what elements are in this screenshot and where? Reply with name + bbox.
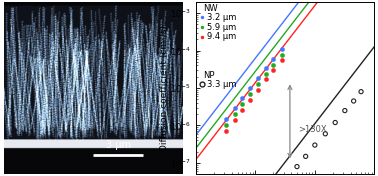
Point (342, 109, 348, 112)
Point (294, 165, 300, 168)
Point (263, 78, 269, 81)
Point (263, 66, 269, 69)
Point (332, 121, 338, 124)
Point (232, 119, 238, 121)
Point (247, 99, 253, 101)
Point (312, 144, 318, 146)
Point (223, 117, 229, 120)
Legend: 3.3 μm: 3.3 μm (200, 80, 237, 89)
Text: NW: NW (203, 4, 218, 13)
Text: >130X: >130X (297, 125, 326, 134)
Point (263, 72, 269, 75)
Point (223, 124, 229, 127)
Point (239, 96, 245, 99)
Point (279, 54, 285, 57)
Point (247, 92, 253, 95)
Point (303, 155, 309, 158)
Point (239, 109, 245, 111)
Point (247, 87, 253, 89)
Point (270, 69, 276, 71)
Point (270, 57, 276, 60)
Point (232, 113, 238, 116)
Point (223, 130, 229, 133)
Point (255, 82, 261, 85)
Point (351, 100, 357, 102)
Text: NP: NP (203, 71, 215, 80)
Point (232, 106, 238, 109)
Point (255, 88, 261, 91)
Point (279, 59, 285, 62)
Y-axis label: Diffusion coefficient (cm²/s): Diffusion coefficient (cm²/s) (160, 25, 169, 151)
Point (358, 90, 364, 93)
Point (239, 102, 245, 105)
Text: 3 μm: 3 μm (105, 140, 130, 150)
Point (255, 76, 261, 79)
Point (322, 132, 328, 135)
Point (270, 63, 276, 66)
Point (279, 48, 285, 50)
